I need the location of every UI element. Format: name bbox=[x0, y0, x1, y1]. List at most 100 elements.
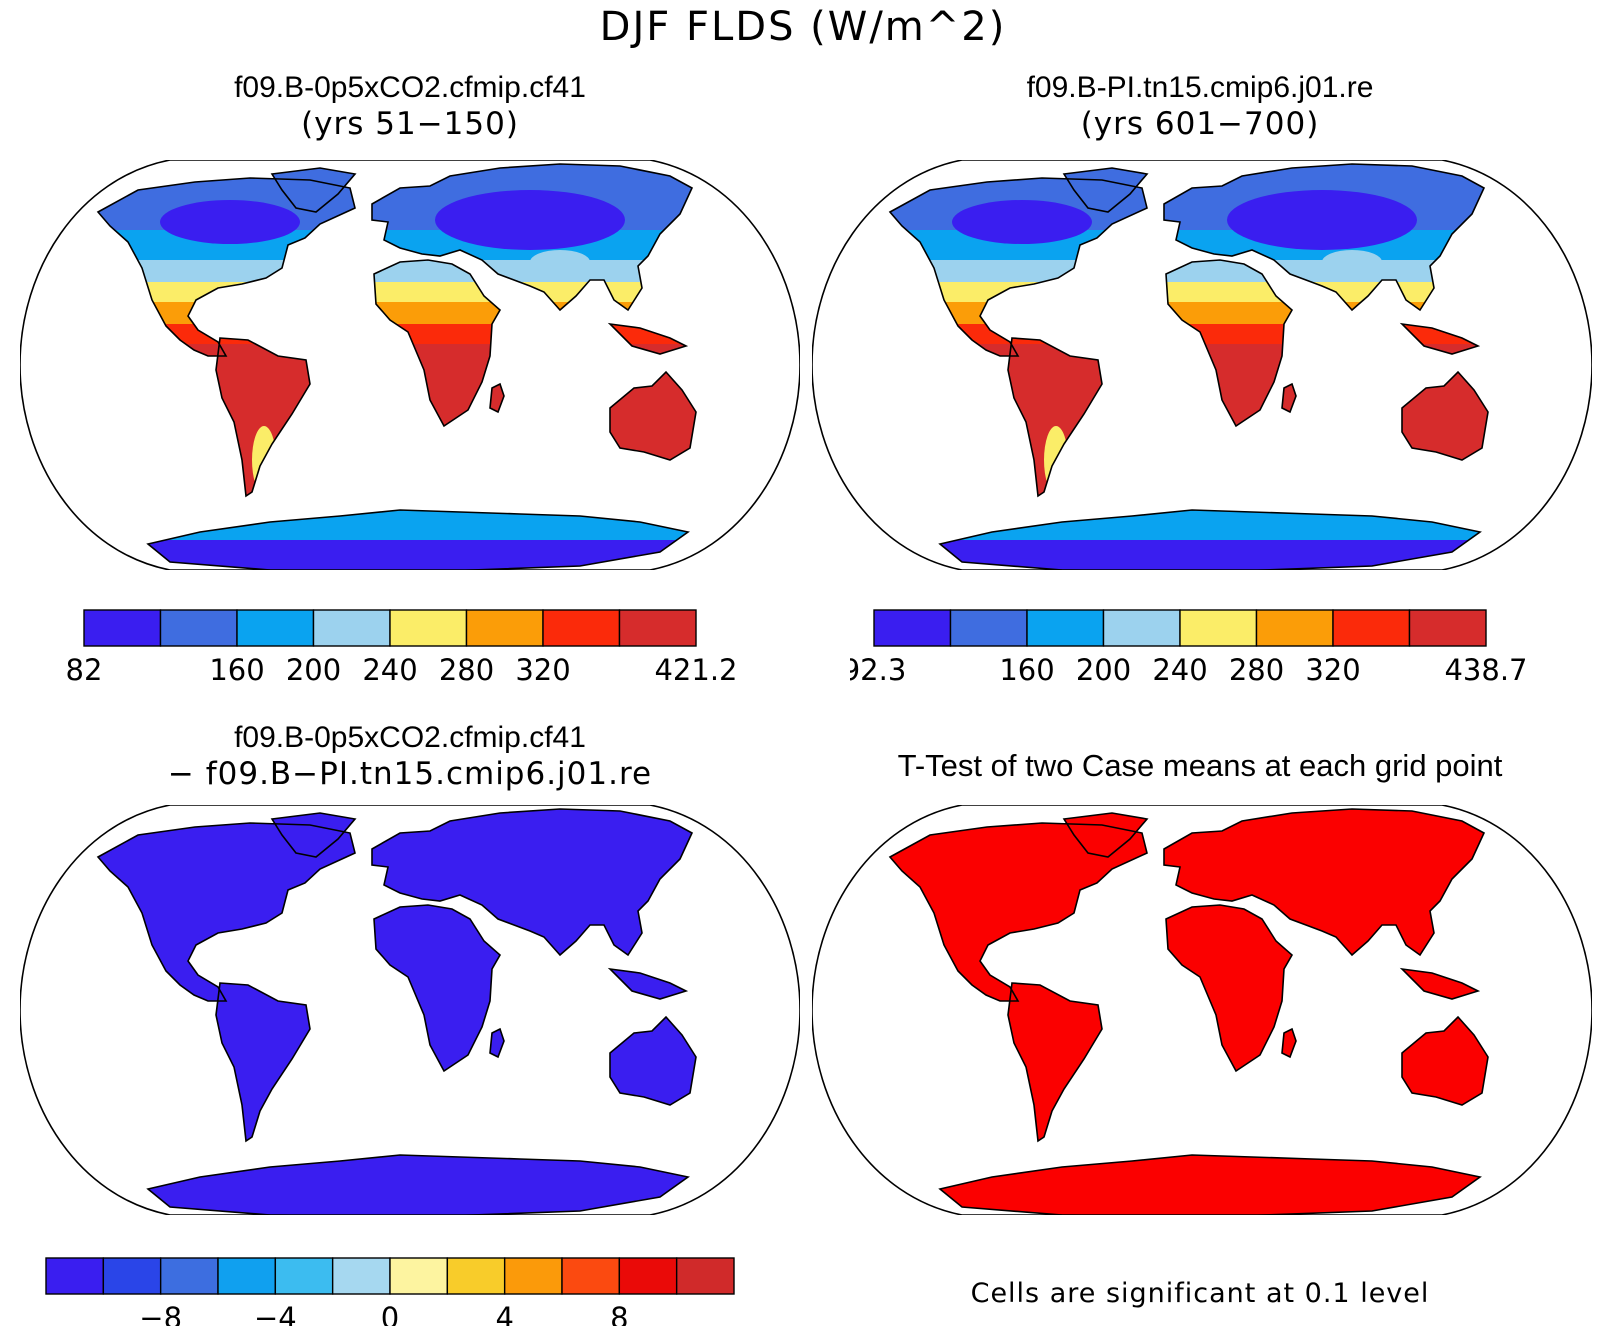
panel-1-years: (yrs 51−150) bbox=[301, 106, 519, 142]
colorbar-box-3 bbox=[217, 1257, 277, 1295]
colorbar-box-7 bbox=[446, 1257, 506, 1295]
panel-2-years: (yrs 601−700) bbox=[1080, 106, 1320, 142]
coastline-greenland bbox=[1062, 167, 1149, 213]
panel-4-map bbox=[812, 805, 1592, 1215]
coastline-antarctica bbox=[938, 509, 1482, 570]
contour-patch-2 bbox=[1322, 250, 1382, 274]
colorbar-box-0 bbox=[873, 609, 952, 647]
colorbar-box-8 bbox=[503, 1257, 563, 1295]
colorbar-box-9 bbox=[561, 1257, 621, 1295]
colorbar-box-3 bbox=[1102, 609, 1181, 647]
coastline-greenland bbox=[1062, 812, 1149, 858]
colorbar-box-5 bbox=[1255, 609, 1334, 647]
coastline-eurasia bbox=[371, 163, 694, 312]
colorbar-tick-label: −4 bbox=[254, 1301, 297, 1326]
panel-3-case-name: f09.B-0p5xCO2.cfmip.cf41 bbox=[234, 721, 586, 754]
coastline-south-america bbox=[215, 982, 311, 1143]
contour-patch-1 bbox=[952, 200, 1092, 244]
colorbar-box-6 bbox=[389, 1257, 449, 1295]
coastline-greenland bbox=[270, 812, 357, 858]
colorbar-box-1 bbox=[159, 609, 238, 647]
colorbar-box-7 bbox=[1408, 609, 1487, 647]
coastline-south-america bbox=[215, 337, 311, 498]
colorbar-box-4 bbox=[1179, 609, 1258, 647]
coastline-indonesia bbox=[607, 967, 689, 1000]
map-border bbox=[812, 805, 1592, 1215]
colorbar-box-6 bbox=[1332, 609, 1411, 647]
coastline-north-america bbox=[888, 177, 1148, 357]
colorbar-tick-label: 421.2 bbox=[654, 653, 737, 687]
colorbar-box-2 bbox=[159, 1257, 219, 1295]
panel-3-map bbox=[20, 805, 800, 1215]
colorbar-box-10 bbox=[618, 1257, 678, 1295]
contour-patch-0 bbox=[435, 190, 625, 250]
colorbar-box-3 bbox=[312, 609, 391, 647]
panel-1-case-name: f09.B-0p5xCO2.cfmip.cf41 bbox=[234, 71, 586, 104]
colorbar-tick-label: 0 bbox=[381, 1301, 399, 1326]
coastline-north-america bbox=[96, 177, 356, 357]
panel-1-map bbox=[20, 160, 800, 570]
colorbar-tick-label: −8 bbox=[139, 1301, 182, 1326]
coastline-indonesia bbox=[607, 322, 689, 355]
coastline-antarctica bbox=[938, 1154, 1482, 1215]
coastline-madagascar bbox=[1281, 1027, 1297, 1059]
contour-patch-1 bbox=[160, 200, 300, 244]
colorbar-tick-label: 8 bbox=[610, 1301, 628, 1326]
map-border bbox=[20, 805, 800, 1215]
coastline-africa bbox=[373, 259, 502, 428]
panel-3-colorbar: −8 −4 0 4 8 bbox=[45, 1257, 735, 1326]
colorbar-tick-label: 160 bbox=[999, 653, 1054, 687]
coastline-indonesia bbox=[1399, 967, 1481, 1000]
colorbar-tick-label: 438.7 bbox=[1444, 653, 1527, 687]
colorbar-tick-label: 92.3 bbox=[850, 653, 906, 687]
coastline-australia bbox=[609, 370, 697, 461]
colorbar-box-2 bbox=[236, 609, 315, 647]
colorbar-tick-label: 240 bbox=[362, 653, 417, 687]
coastline-australia bbox=[609, 1015, 697, 1106]
colorbar-box-6 bbox=[542, 609, 621, 647]
coastline-africa bbox=[1165, 904, 1294, 1073]
panel-3-difference-label: − f09.B−PI.tn15.cmip6.j01.re bbox=[167, 756, 653, 792]
colorbar-tick-label: 320 bbox=[515, 653, 570, 687]
coastline-greenland bbox=[270, 167, 357, 213]
colorbar-box-4 bbox=[389, 609, 468, 647]
panel-2-map bbox=[812, 160, 1592, 570]
colorbar-tick-label: 4 bbox=[495, 1301, 513, 1326]
panel-3-title: f09.B-0p5xCO2.cfmip.cf41 − f09.B−PI.tn15… bbox=[20, 720, 800, 792]
colorbar-box-0 bbox=[45, 1257, 105, 1295]
panel-1-title: f09.B-0p5xCO2.cfmip.cf41 (yrs 51−150) bbox=[20, 70, 800, 142]
colorbar-tick-label: 280 bbox=[1229, 653, 1284, 687]
panel-2-case-name: f09.B-PI.tn15.cmip6.j01.re bbox=[1026, 71, 1374, 104]
colorbar-box-5 bbox=[331, 1257, 391, 1295]
colorbar-tick-label: 82 bbox=[66, 653, 103, 687]
panel-1-colorbar: 82 160 200 240 280 320 421.2 bbox=[66, 609, 738, 687]
coastline-africa bbox=[373, 904, 502, 1073]
colorbar-tick-label: 280 bbox=[439, 653, 494, 687]
coastline-eurasia bbox=[1163, 808, 1486, 957]
colorbar-tick-label: 200 bbox=[1076, 653, 1131, 687]
colorbar-box-1 bbox=[102, 1257, 162, 1295]
contour-patch-0 bbox=[1227, 190, 1417, 250]
panel-2-title: f09.B-PI.tn15.cmip6.j01.re (yrs 601−700) bbox=[810, 70, 1590, 142]
map-border bbox=[20, 160, 800, 570]
coastline-australia bbox=[1401, 1015, 1489, 1106]
colorbar-tick-label: 200 bbox=[286, 653, 341, 687]
colorbar-tick-label: 160 bbox=[209, 653, 264, 687]
colorbar-box-0 bbox=[83, 609, 162, 647]
colorbar-box-7 bbox=[618, 609, 697, 647]
coastline-antarctica bbox=[146, 509, 690, 570]
coastline-australia bbox=[1401, 370, 1489, 461]
figure-title: DJF FLDS (W/m^2) bbox=[599, 4, 1007, 50]
coastline-madagascar bbox=[489, 382, 505, 414]
panel-4-title: T-Test of two Case means at each grid po… bbox=[810, 748, 1590, 784]
colorbar-box-11 bbox=[675, 1257, 735, 1295]
coastline-madagascar bbox=[1281, 382, 1297, 414]
coastline-africa bbox=[1165, 259, 1294, 428]
coastline-north-america bbox=[96, 822, 356, 1002]
colorbar-box-1 bbox=[949, 609, 1028, 647]
colorbar-tick-label: 240 bbox=[1152, 653, 1207, 687]
panel-2-colorbar: 92.3 160 200 240 280 320 438.7 bbox=[850, 609, 1528, 687]
coastline-indonesia bbox=[1399, 322, 1481, 355]
colorbar-box-4 bbox=[274, 1257, 334, 1295]
panel-4-ttest-title: T-Test of two Case means at each grid po… bbox=[897, 748, 1503, 783]
